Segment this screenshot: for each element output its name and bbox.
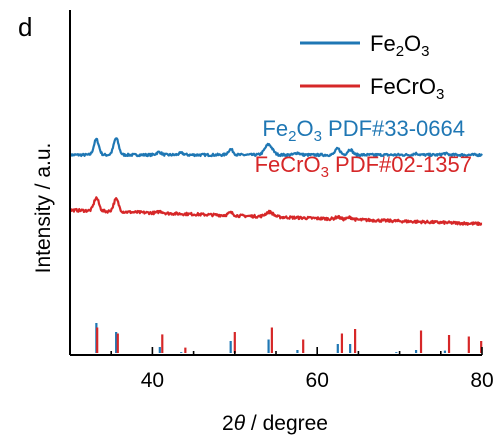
- x-axis-label: 2θ / degree: [222, 412, 328, 435]
- pdf-label-fe2o3: Fe2O3 PDF#33-0664: [262, 116, 465, 145]
- panel-label: d: [18, 12, 32, 42]
- legend-label-fe2o3: Fe2O3: [370, 31, 430, 60]
- series-line-fecro3: [69, 196, 483, 226]
- x-tick-label: 80: [470, 369, 493, 392]
- legend-label-fecro3: FeCrO3: [370, 74, 444, 103]
- plot-area: 40 60 80: [68, 10, 494, 392]
- y-axis-label: Intensity / a.u.: [32, 143, 55, 274]
- legend: Fe2O3 FeCrO3: [300, 31, 444, 103]
- pdf-label-fecro3: FeCrO3 PDF#02-1357: [255, 152, 472, 181]
- x-tick-label: 40: [141, 369, 164, 392]
- x-tick-label: 60: [306, 369, 329, 392]
- series-line-fe2o3: [68, 137, 483, 158]
